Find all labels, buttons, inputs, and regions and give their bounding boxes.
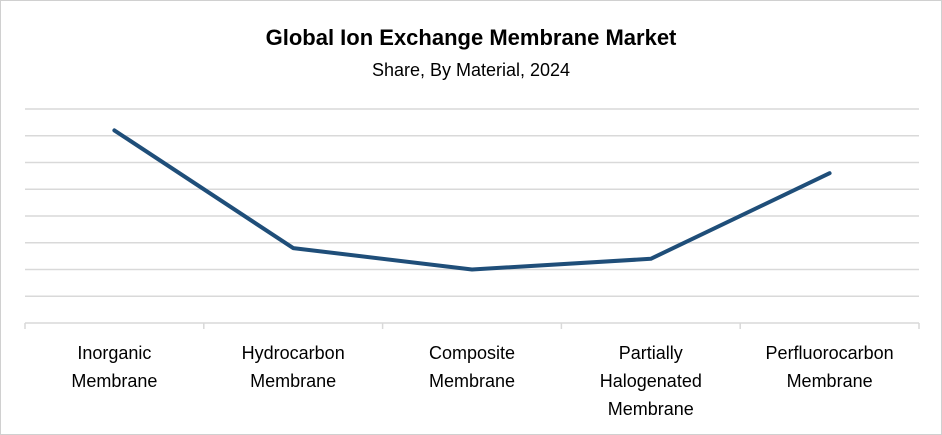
line-series [112, 128, 832, 272]
x-tick-label: Inorganic Membrane [71, 343, 158, 391]
x-tick-label: Partially Halogenated Membrane [599, 343, 702, 419]
x-tick-label: Perfluorocarbon Membrane [765, 343, 894, 391]
chart-subtitle: Share, By Material, 2024 [372, 60, 570, 80]
x-tick-label: Hydrocarbon Membrane [241, 343, 345, 391]
x-tick-label: Composite Membrane [428, 343, 516, 391]
chart-title: Global Ion Exchange Membrane Market [266, 25, 677, 50]
